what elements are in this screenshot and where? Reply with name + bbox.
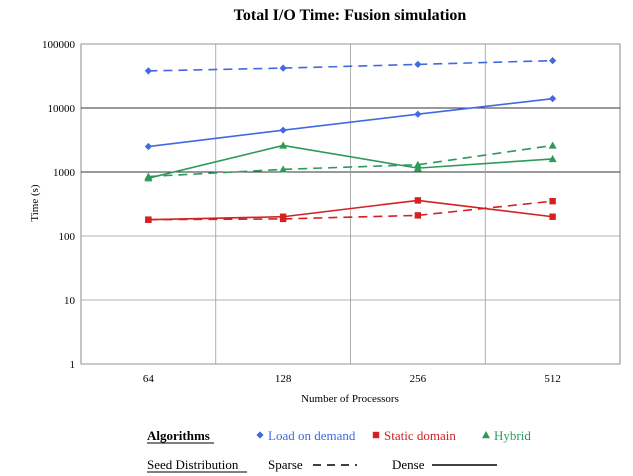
legend-algorithms-heading: Algorithms	[147, 428, 210, 443]
data-point-load-on-demand-sparse	[280, 65, 287, 72]
y-tick-label: 10000	[48, 103, 76, 115]
legend-item-label: Load on demand	[268, 428, 356, 443]
data-point-hybrid-dense	[279, 141, 287, 148]
legend-marker-load-on-demand	[256, 431, 263, 438]
legend-item-label: Hybrid	[494, 428, 531, 443]
data-point-load-on-demand-sparse	[414, 61, 421, 68]
grid	[81, 44, 620, 364]
y-tick-label: 1	[70, 359, 76, 371]
legend-distribution-heading: Seed Distribution	[147, 457, 239, 472]
y-axis-label: Time (s)	[29, 184, 41, 222]
data-point-static-domain-sparse	[549, 198, 555, 204]
y-tick-label: 10	[64, 295, 76, 307]
data-point-static-domain-dense	[145, 216, 151, 222]
y-axis-ticks: 1 10 100 1000 10000 100000	[42, 39, 76, 371]
data-point-static-domain-sparse	[415, 212, 421, 218]
x-axis-label: Number of Processors	[301, 393, 399, 405]
data-point-hybrid-sparse	[549, 141, 557, 148]
x-tick-label: 128	[275, 373, 292, 385]
y-tick-label: 1000	[53, 167, 76, 179]
legend-dense-label: Dense	[392, 457, 425, 472]
data-point-load-on-demand-dense	[145, 143, 152, 150]
data-point-load-on-demand-dense	[280, 127, 287, 134]
x-tick-label: 256	[410, 373, 427, 385]
x-tick-label: 512	[544, 373, 561, 385]
chart-title: Total I/O Time: Fusion simulation	[234, 7, 467, 24]
x-tick-label: 64	[143, 373, 155, 385]
data-point-static-domain-dense	[280, 214, 286, 220]
legend-marker-hybrid	[482, 431, 490, 438]
y-tick-label: 100	[59, 231, 76, 243]
data-point-load-on-demand-dense	[549, 95, 556, 102]
legend-sparse-label: Sparse	[268, 457, 303, 472]
data-point-static-domain-dense	[549, 214, 555, 220]
data-point-static-domain-dense	[415, 197, 421, 203]
y-tick-label: 100000	[42, 39, 76, 51]
legend-item-label: Static domain	[384, 428, 456, 443]
legend-algorithms: Algorithms Load on demand Static domain Hy…	[147, 428, 531, 443]
data-point-load-on-demand-dense	[414, 111, 421, 118]
x-axis-ticks: 64 128 256 512	[143, 373, 561, 385]
legend-distribution: Seed Distribution Sparse Dense	[147, 457, 497, 472]
data-point-load-on-demand-sparse	[549, 57, 556, 64]
data-point-load-on-demand-sparse	[145, 67, 152, 74]
legend-marker-static-domain	[373, 432, 379, 438]
